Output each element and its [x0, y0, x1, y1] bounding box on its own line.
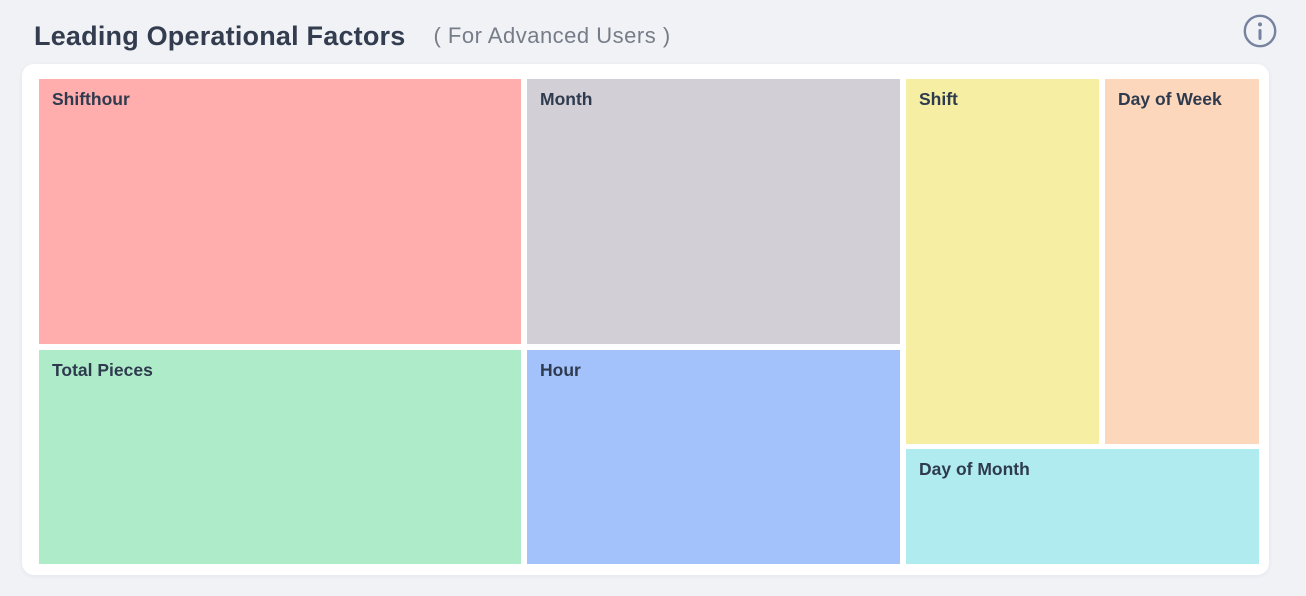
treemap-tile-month[interactable]: Month: [527, 79, 900, 344]
tile-label-day-of-week: Day of Week: [1118, 89, 1222, 109]
page-title: Leading Operational Factors: [34, 20, 406, 51]
info-icon: [1243, 14, 1277, 48]
treemap-card: Shifthour Month Shift Day of Week Total …: [22, 64, 1269, 575]
treemap-tile-total-pieces[interactable]: Total Pieces: [39, 350, 521, 564]
tile-label-shift: Shift: [919, 89, 958, 109]
info-button[interactable]: [1242, 13, 1278, 49]
page-subtitle: ( For Advanced Users ): [433, 23, 671, 48]
treemap-chart: Shifthour Month Shift Day of Week Total …: [39, 79, 1259, 564]
treemap-tile-hour[interactable]: Hour: [527, 350, 900, 564]
tile-label-total-pieces: Total Pieces: [52, 360, 153, 380]
treemap-tile-shift[interactable]: Shift: [906, 79, 1099, 444]
tile-label-day-of-month: Day of Month: [919, 459, 1030, 479]
tile-label-hour: Hour: [540, 360, 581, 380]
widget-header: Leading Operational Factors ( For Advanc…: [34, 14, 671, 58]
treemap-tile-day-of-week[interactable]: Day of Week: [1105, 79, 1259, 444]
tile-label-month: Month: [540, 89, 593, 109]
treemap-tile-shifthour[interactable]: Shifthour: [39, 79, 521, 344]
treemap-tile-day-of-month[interactable]: Day of Month: [906, 449, 1259, 564]
tile-label-shifthour: Shifthour: [52, 89, 130, 109]
